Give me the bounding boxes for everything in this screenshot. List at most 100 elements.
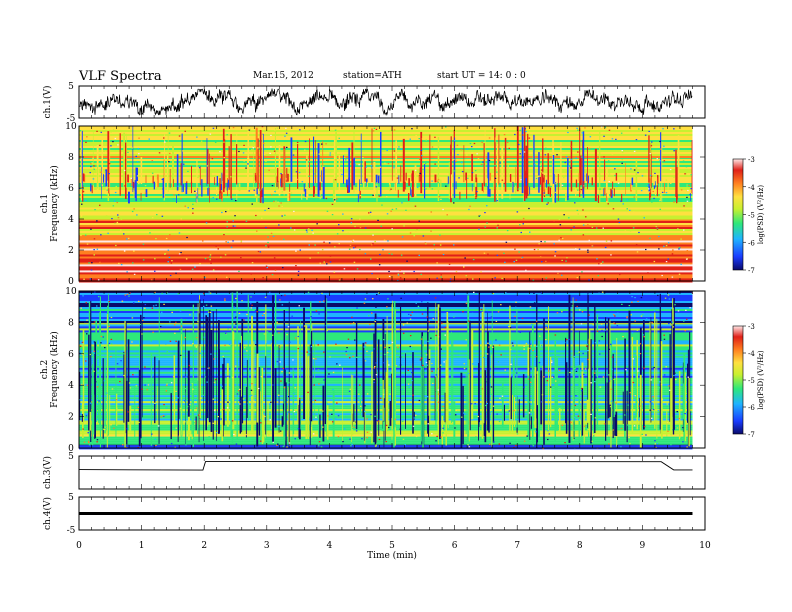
- ch1-speckle: [528, 137, 531, 139]
- ch1-speckle: [230, 246, 233, 248]
- ch2-speckle: [454, 427, 456, 429]
- ch1-burst: [440, 179, 442, 188]
- ch1-burst: [92, 131, 94, 192]
- ch2-speckle: [626, 349, 629, 351]
- ch2-burst: [289, 413, 291, 446]
- ch2-speckle: [293, 411, 296, 413]
- ch2-speckle: [334, 417, 337, 419]
- ch2-speckle: [307, 291, 310, 293]
- ch1-row: [79, 248, 693, 251]
- ch2-speckle: [217, 416, 219, 418]
- ch1-speckle: [599, 188, 601, 190]
- ch1-speckle: [535, 177, 538, 180]
- ch2-speckle: [604, 329, 606, 331]
- ch1-speckle: [436, 180, 439, 182]
- ch1-speckle: [386, 196, 388, 198]
- ch1-speckle: [446, 214, 448, 216]
- ch1-speckle: [569, 167, 572, 169]
- ch2-speckle: [364, 345, 367, 347]
- ch2-speckle: [231, 377, 234, 379]
- ch2-speckle: [102, 336, 104, 338]
- ch2-speckle: [312, 358, 315, 360]
- ch2-speckle: [500, 354, 502, 356]
- ch2-speckle: [318, 313, 320, 315]
- ch1-speckle: [420, 149, 423, 151]
- ch2-speckle: [376, 419, 379, 422]
- ch2-speckle: [139, 323, 141, 326]
- ch2-row: [79, 353, 693, 356]
- ch2-speckle: [141, 388, 143, 390]
- ch2-speckle: [128, 295, 130, 297]
- ch2-burst: [393, 301, 396, 428]
- ch2-speckle: [282, 446, 285, 448]
- ch1-speckle: [573, 178, 575, 181]
- ch2-speckle: [483, 356, 485, 359]
- ch1-row: [79, 252, 693, 255]
- ch2-burst: [197, 380, 199, 435]
- ch1-burst: [254, 188, 257, 197]
- ch2-burst: [127, 339, 130, 422]
- ch2-speckle: [642, 334, 644, 336]
- ch2-burst: [593, 359, 595, 443]
- ch2-speckle: [432, 318, 434, 320]
- ch1-speckle: [333, 199, 336, 201]
- ch1-speckle: [501, 179, 504, 181]
- ch1-burst: [657, 175, 659, 184]
- ch2-speckle: [193, 422, 195, 424]
- ch1-speckle: [209, 259, 211, 261]
- x-tick-label: 0: [76, 541, 82, 551]
- ch2-speckle: [409, 345, 411, 348]
- ch2-burst: [412, 352, 414, 434]
- ch2-speckle: [83, 441, 86, 443]
- ch1-speckle: [416, 186, 419, 188]
- ch1-speckle: [501, 277, 503, 280]
- ch1-speckle: [532, 279, 535, 281]
- ch2-burst: [236, 291, 238, 440]
- ch1-burst: [301, 191, 303, 200]
- ch1-burst: [515, 185, 517, 194]
- ch1-speckle: [605, 240, 608, 242]
- ch2-speckle: [121, 300, 124, 302]
- ch1-speckle: [565, 260, 567, 262]
- ch1-speckle: [299, 129, 301, 131]
- ch2-speckle: [573, 429, 576, 431]
- ch2-speckle: [209, 292, 212, 294]
- ch2-speckle: [613, 322, 615, 324]
- ch2-speckle: [592, 324, 594, 326]
- ch2-speckle: [242, 398, 245, 400]
- ch2-speckle: [674, 304, 676, 306]
- ch2-speckle: [467, 372, 470, 375]
- ch2-speckle: [425, 314, 428, 316]
- ch1-speckle: [391, 253, 393, 255]
- ch2-speckle: [518, 429, 520, 431]
- ch1-burst: [290, 137, 293, 182]
- ch1-burst: [575, 179, 578, 188]
- ch2-burst: [527, 375, 530, 442]
- ch1-speckle: [263, 276, 266, 278]
- ch1-speckle: [328, 242, 331, 244]
- ch2-speckle: [222, 355, 224, 357]
- ch2-burst: [643, 320, 645, 430]
- ch2-speckle: [209, 311, 212, 313]
- ch1-speckle: [420, 273, 422, 275]
- ch1-speckle: [430, 230, 432, 232]
- ch2-speckle: [530, 381, 532, 383]
- ch1-burst: [145, 189, 148, 197]
- ch1-speckle: [591, 226, 594, 228]
- ch2-speckle: [631, 332, 634, 334]
- ch1-burst: [447, 176, 450, 185]
- ch3-y-tick-label: 5: [68, 452, 74, 462]
- ch1-speckle: [309, 257, 311, 259]
- ch1-speckle: [425, 243, 427, 245]
- ch2-burst: [278, 345, 280, 433]
- ch1-speckle: [374, 240, 376, 243]
- ch2-speckle: [574, 367, 576, 370]
- ch2-speckle: [320, 446, 323, 448]
- ch1-speckle: [289, 221, 291, 223]
- ch2-speckle: [108, 301, 111, 303]
- ch1-row: [79, 266, 693, 269]
- ch2-cb-tick-label: -4: [748, 350, 755, 358]
- ch1-speckle: [400, 254, 403, 256]
- ch2-burst: [185, 392, 187, 446]
